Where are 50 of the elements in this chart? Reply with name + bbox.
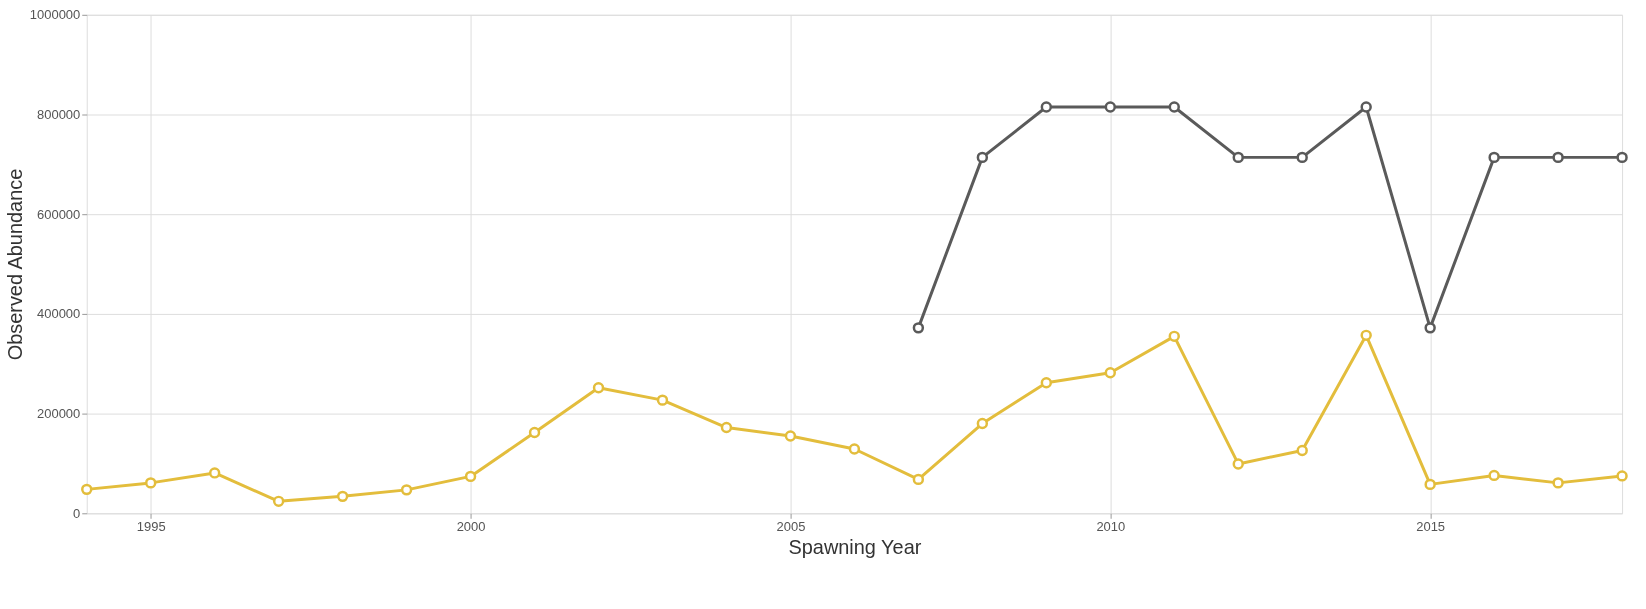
point [1104,367,1116,379]
point [336,490,349,503]
point [1616,470,1628,482]
x-tick-label: 2000 [456,518,486,534]
point [208,467,221,479]
point [464,470,477,483]
x-tick-label: 2010 [1096,518,1126,534]
y-tick-label: 0 [73,505,81,521]
point [1232,458,1244,470]
point [912,322,925,334]
point [656,394,669,406]
point [976,151,989,164]
point [1552,477,1564,489]
point [1360,329,1372,342]
point [784,430,797,442]
x-tick-label: 2015 [1416,518,1446,534]
point [848,443,861,455]
point [720,421,733,434]
x-axis-title: Spawning Year [788,535,922,558]
point [1488,151,1500,164]
y-tick-label: 800000 [37,106,81,122]
point [912,473,925,486]
y-tick-label: 600000 [37,206,81,222]
point [145,477,157,489]
point [1424,322,1436,334]
y-tick-label: 200000 [37,406,81,422]
point [1616,151,1628,164]
point [1296,444,1308,457]
point [272,495,285,508]
point [976,417,989,430]
point [81,483,93,496]
y-tick-label: 1000000 [29,7,81,23]
x-tick-label: 2005 [776,518,806,534]
point [1552,151,1564,164]
point [1360,101,1372,113]
point [1232,151,1244,164]
y-axis-title: Observed Abundance [3,168,26,361]
point [1296,151,1308,164]
point [1040,101,1053,113]
y-tick-label: 400000 [37,306,81,322]
point [592,381,605,394]
point [400,484,413,496]
point [1488,469,1500,482]
point [1168,101,1180,113]
point [1104,101,1116,113]
point [1168,330,1180,343]
point [1040,376,1053,389]
point [528,426,541,439]
x-tick-label: 1995 [136,518,166,534]
point [1424,478,1436,491]
